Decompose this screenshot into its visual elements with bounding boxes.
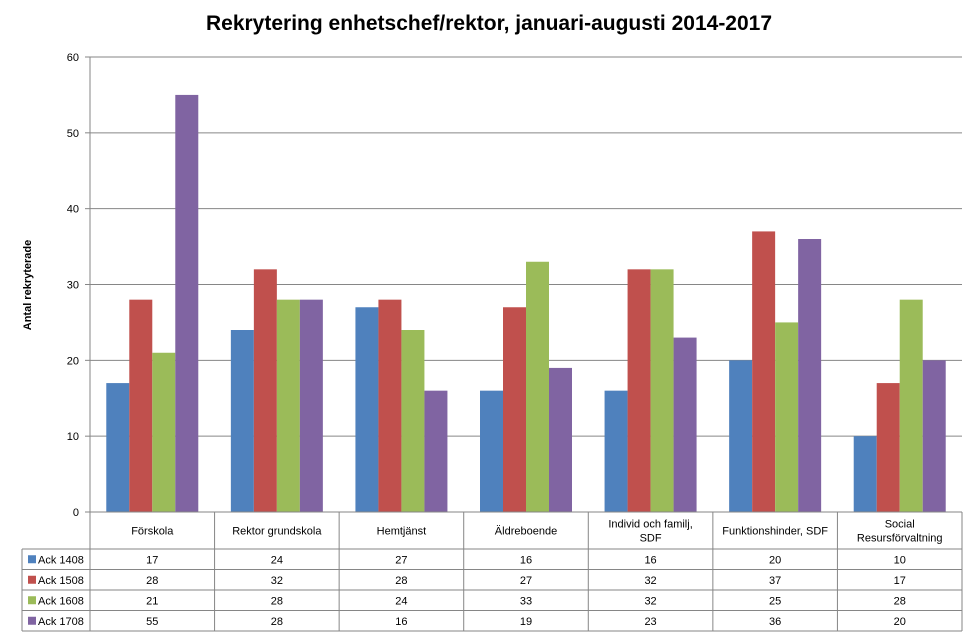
data-label: 36 xyxy=(769,616,781,628)
legend-label: Ack 1708 xyxy=(38,616,84,628)
y-tick-label: 30 xyxy=(67,280,79,292)
bar xyxy=(106,383,130,512)
y-tick-label: 10 xyxy=(67,431,79,443)
x-tick-label: Äldreboende xyxy=(495,526,557,538)
data-label: 16 xyxy=(644,554,656,566)
data-label: 28 xyxy=(894,595,906,607)
legend-swatch xyxy=(28,555,36,564)
legend-swatch xyxy=(28,616,36,625)
bar xyxy=(424,390,448,512)
x-tick-label: Resursförvaltning xyxy=(857,533,943,545)
bar xyxy=(355,307,379,512)
x-tick-label: Rektor grundskola xyxy=(232,526,322,538)
bar xyxy=(503,307,526,512)
x-tick-label: Social xyxy=(885,519,915,531)
chart-title: Rekrytering enhetschef/rektor, januari-a… xyxy=(205,12,773,35)
x-tick-label: SDF xyxy=(640,533,662,545)
data-label: 19 xyxy=(520,616,532,628)
y-axis-ticks: 0 10 20 30 40 50 60 xyxy=(67,52,90,519)
data-label: 20 xyxy=(894,616,906,628)
y-tick-label: 40 xyxy=(67,204,79,216)
data-table: Förskola Rektor grundskola Hemtjänst Äldreb… xyxy=(21,511,963,632)
data-label: 25 xyxy=(769,595,781,607)
data-label: 21 xyxy=(146,595,158,607)
bar xyxy=(627,269,651,512)
data-label: 24 xyxy=(395,595,407,607)
x-tick-label: Hemtjänst xyxy=(377,526,427,538)
y-tick-label: 50 xyxy=(67,128,79,140)
bar xyxy=(673,337,697,512)
data-label: 33 xyxy=(520,595,532,607)
y-tick-label: 60 xyxy=(67,52,79,64)
data-label: 27 xyxy=(395,554,407,566)
bar xyxy=(729,360,753,512)
data-label: 20 xyxy=(769,554,781,566)
bar xyxy=(152,352,176,512)
bar xyxy=(604,390,628,512)
data-label: 32 xyxy=(271,575,283,587)
data-label: 23 xyxy=(644,616,656,628)
bar xyxy=(253,269,277,512)
legend-label: Ack 1408 xyxy=(38,554,84,566)
legend-label: Ack 1508 xyxy=(38,575,84,587)
bar xyxy=(876,383,900,512)
data-label: 28 xyxy=(271,595,283,607)
bar xyxy=(922,360,946,512)
legend-label: Ack 1608 xyxy=(38,595,84,607)
x-tick-label: Individ och familj, xyxy=(608,519,692,531)
bar xyxy=(378,299,402,512)
bar xyxy=(230,330,254,512)
x-tick-label: Förskola xyxy=(131,526,174,538)
data-label: 27 xyxy=(520,575,532,587)
data-label: 17 xyxy=(146,554,158,566)
data-label: 28 xyxy=(146,575,158,587)
bar xyxy=(401,330,425,512)
legend-swatch xyxy=(28,596,36,605)
data-label: 10 xyxy=(894,554,906,566)
y-tick-label: 20 xyxy=(67,355,79,367)
bar xyxy=(798,239,822,512)
data-label: 32 xyxy=(644,575,656,587)
data-label: 28 xyxy=(395,575,407,587)
bar xyxy=(853,436,877,512)
data-label: 16 xyxy=(395,616,407,628)
bar xyxy=(480,390,503,512)
data-label: 24 xyxy=(271,554,283,566)
bar xyxy=(650,269,674,512)
bar xyxy=(899,299,923,512)
bar xyxy=(526,261,549,512)
data-label: 28 xyxy=(271,616,283,628)
bar xyxy=(752,231,776,512)
data-label: 55 xyxy=(146,616,158,628)
data-label: 32 xyxy=(644,595,656,607)
y-tick-label: 0 xyxy=(73,507,79,519)
legend-swatch xyxy=(28,575,36,584)
bar xyxy=(299,299,323,512)
x-tick-label: Funktionshinder, SDF xyxy=(722,526,828,538)
bar xyxy=(549,367,572,512)
bar xyxy=(175,94,199,513)
bar xyxy=(775,322,799,512)
bars xyxy=(106,94,946,513)
data-label: 16 xyxy=(520,554,532,566)
bar xyxy=(129,299,153,512)
bar xyxy=(276,299,300,512)
data-label: 17 xyxy=(894,575,906,587)
data-label: 37 xyxy=(769,575,781,587)
